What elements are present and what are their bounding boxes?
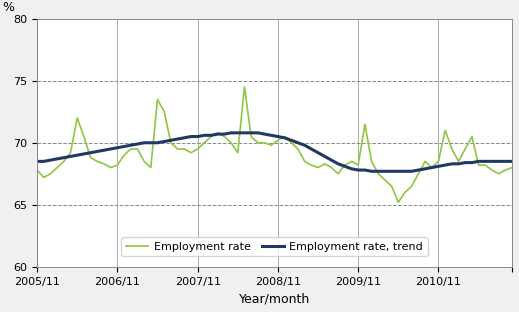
Employment rate, trend bbox=[342, 164, 348, 168]
Employment rate, trend bbox=[362, 168, 368, 172]
Employment rate bbox=[362, 122, 368, 126]
Line: Employment rate, trend: Employment rate, trend bbox=[37, 133, 512, 171]
Employment rate bbox=[195, 147, 201, 151]
Line: Employment rate: Employment rate bbox=[37, 87, 512, 202]
Employment rate bbox=[241, 85, 248, 89]
Employment rate, trend bbox=[368, 169, 375, 173]
Employment rate, trend bbox=[482, 159, 488, 163]
Employment rate bbox=[482, 163, 488, 167]
Employment rate, trend bbox=[509, 159, 515, 163]
X-axis label: Year/month: Year/month bbox=[239, 292, 310, 305]
Employment rate, trend bbox=[308, 147, 315, 151]
Employment rate, trend bbox=[34, 159, 40, 163]
Employment rate, trend bbox=[101, 148, 107, 152]
Y-axis label: %: % bbox=[3, 1, 15, 14]
Employment rate, trend bbox=[195, 135, 201, 139]
Employment rate bbox=[34, 168, 40, 172]
Employment rate bbox=[509, 166, 515, 169]
Employment rate, trend bbox=[228, 131, 234, 135]
Employment rate bbox=[342, 163, 348, 167]
Legend: Employment rate, Employment rate, trend: Employment rate, Employment rate, trend bbox=[121, 237, 428, 256]
Employment rate bbox=[395, 200, 401, 204]
Employment rate bbox=[101, 162, 107, 166]
Employment rate bbox=[308, 163, 315, 167]
